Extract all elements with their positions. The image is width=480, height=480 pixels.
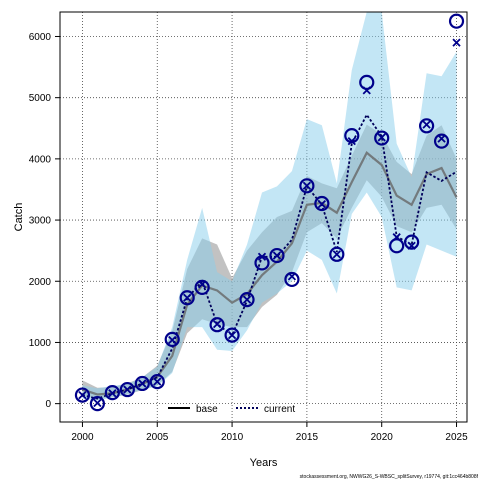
y-tick-label: 0 (45, 399, 51, 410)
legend-current-label: current (264, 404, 295, 415)
y-tick-label: 2000 (29, 277, 52, 288)
plot-frame (59, 11, 468, 423)
observed-cross-point (257, 252, 267, 261)
observed-circle-point (329, 246, 345, 262)
observed-circle-point (164, 331, 180, 347)
observed-cross-point (332, 250, 341, 259)
observed-circle-point (74, 387, 91, 403)
observed-circle-point (104, 385, 120, 401)
observed-cross-point (422, 120, 431, 129)
observed-circle-point (284, 271, 300, 288)
observed-circle-point (418, 118, 435, 134)
x-tick-label: 2000 (71, 432, 94, 443)
observed-cross-point (138, 379, 147, 388)
observed-cross-point (287, 272, 297, 281)
observed-cross-point (93, 398, 102, 408)
observed-cross-point (392, 233, 401, 242)
y-tick-label: 3000 (29, 216, 52, 227)
x-tick-label: 2005 (146, 432, 169, 443)
observed-cross-point (198, 280, 207, 289)
observed-cross-point (242, 295, 252, 304)
legend-base-label: base (196, 404, 218, 415)
observed-cross-point (377, 133, 386, 142)
current-series-line (82, 113, 457, 400)
observed-circle-point (194, 279, 210, 295)
observed-cross-point (78, 390, 87, 400)
observed-cross-point (317, 200, 326, 209)
observed-circle-point (374, 130, 390, 146)
observed-cross-point (437, 134, 446, 143)
y-tick-label: 5000 (29, 93, 52, 104)
observed-circle-point (433, 133, 450, 149)
observed-cross-point (108, 389, 117, 398)
series-lines (82, 113, 458, 400)
observed-circle-point (269, 247, 285, 264)
observed-circle-point (389, 238, 405, 254)
observed-cross-point (347, 136, 356, 146)
observed-cross-point (407, 241, 416, 250)
observed-circle-point (224, 327, 240, 343)
observed-cross-point (362, 86, 371, 95)
observed-circle-point (448, 13, 465, 29)
observed-cross-point (183, 293, 192, 302)
observed-cross-point (168, 335, 177, 345)
observed-circle-point (404, 234, 420, 250)
x-tick-label: 2010 (221, 432, 244, 443)
y-tick-label: 6000 (29, 32, 52, 43)
observed-points (74, 13, 465, 412)
observed-cross-point (153, 377, 162, 386)
footnote: stockassessment.org, NWWG26_S-WBSC_split… (300, 474, 479, 480)
x-tick-label: 2020 (371, 432, 394, 443)
y-axis-title: Catch (13, 203, 25, 232)
observed-cross-point (123, 385, 132, 394)
observed-circle-point (89, 396, 106, 412)
y-tick-label: 4000 (29, 154, 52, 165)
observed-circle-point (314, 195, 330, 212)
observed-cross-point (302, 181, 312, 190)
observed-cross-point (212, 319, 222, 329)
current-confidence-band (82, 12, 457, 401)
observed-circle-point (134, 375, 150, 392)
x-tick-label: 2015 (296, 432, 319, 443)
observed-circle-point (299, 178, 315, 194)
axes: 2000 2005 2010 2015 2020 2025 0 1000 2000 3000 400… (29, 32, 468, 443)
x-tick-label: 2025 (445, 432, 468, 443)
observed-circle-point (209, 317, 225, 333)
y-tick-label: 1000 (29, 338, 52, 349)
observed-circle-point (239, 292, 255, 308)
observed-cross-point (452, 38, 461, 47)
observed-circle-point (359, 74, 375, 90)
observed-cross-point (227, 330, 237, 340)
observed-circle-point (149, 374, 165, 390)
observed-circle-point (119, 381, 135, 398)
observed-cross-point (272, 251, 282, 260)
x-axis-title: Years (250, 457, 278, 469)
legend: base current (168, 404, 295, 415)
observed-circle-point (179, 290, 195, 306)
